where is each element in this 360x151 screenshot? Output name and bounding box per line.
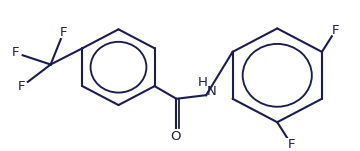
Text: O: O bbox=[170, 130, 181, 143]
Text: F: F bbox=[287, 138, 295, 151]
Text: F: F bbox=[12, 46, 19, 59]
Text: N: N bbox=[207, 85, 217, 98]
Text: F: F bbox=[332, 24, 339, 37]
Text: H: H bbox=[197, 76, 207, 89]
Text: F: F bbox=[18, 80, 26, 93]
Text: F: F bbox=[60, 26, 67, 39]
